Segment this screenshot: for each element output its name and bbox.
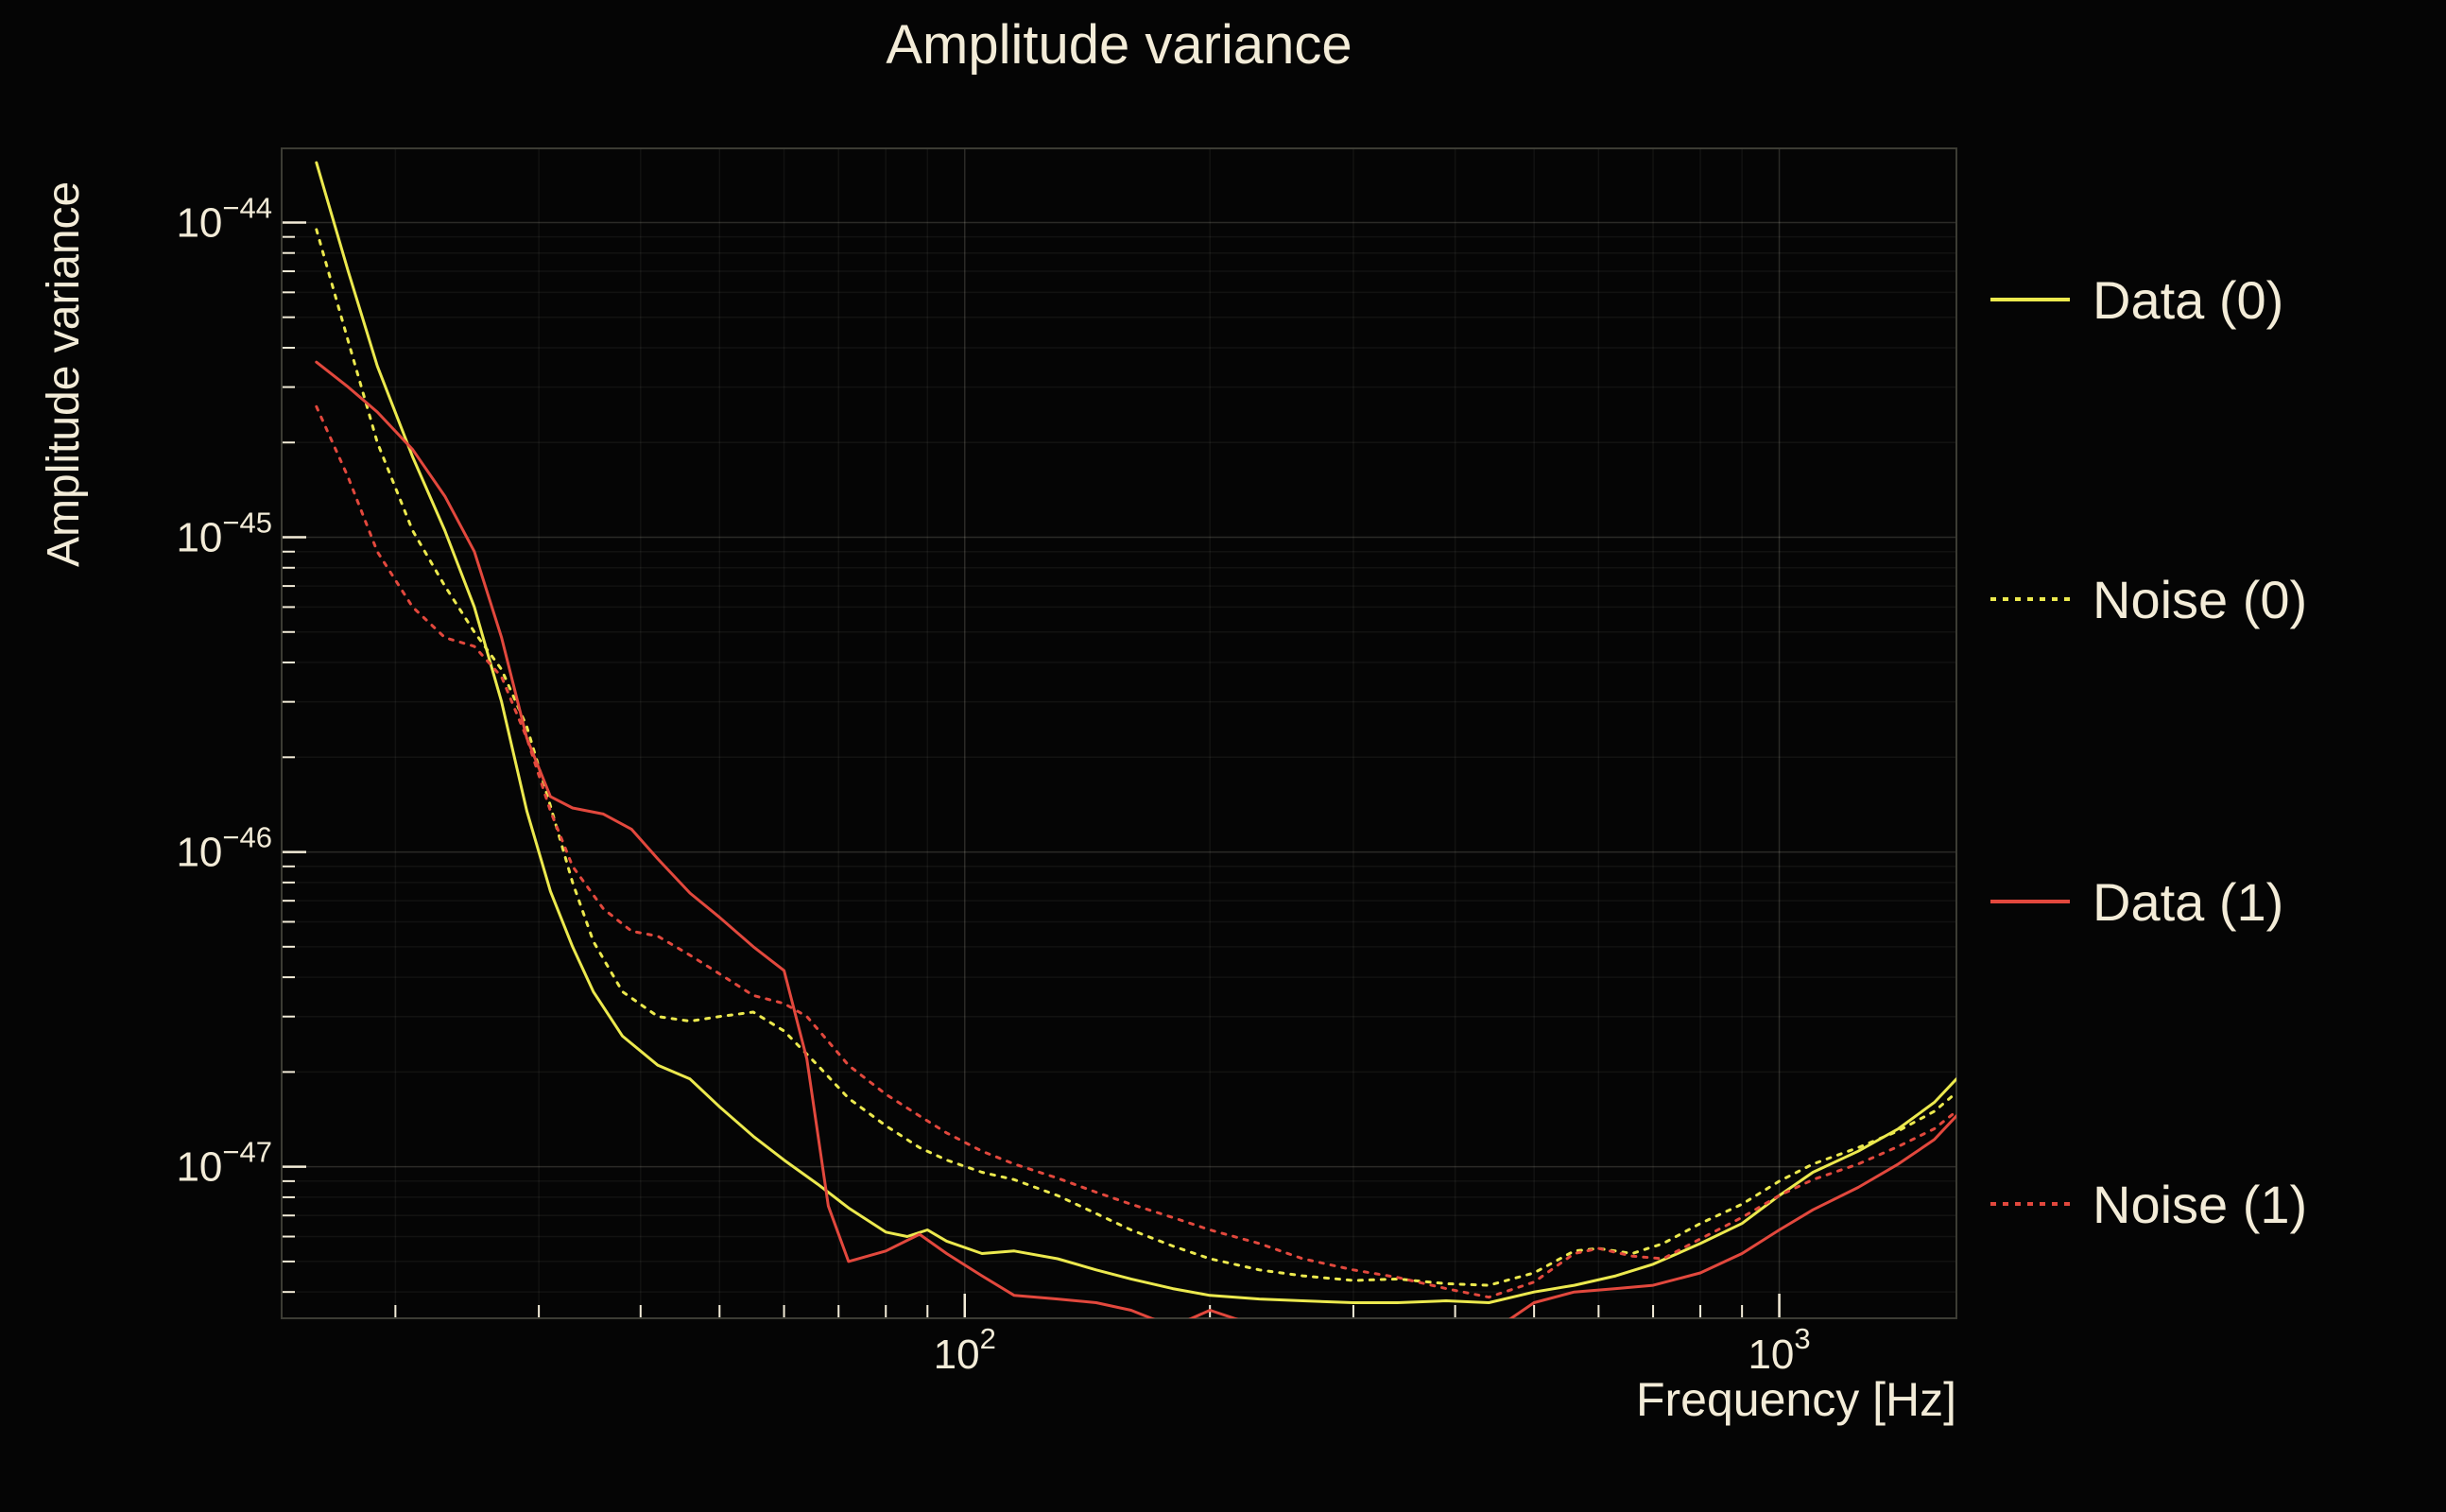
x-axis-title: Frequency [Hz] (1635, 1373, 1956, 1426)
legend-label: Noise (1) (2093, 1174, 2308, 1234)
legend-entry-data-1: Data (1) (1990, 871, 2283, 932)
svg-text:10−47: 10−47 (176, 1136, 272, 1191)
series-line-noise-0- (315, 228, 1956, 1287)
series-line-data-1- (315, 360, 1956, 1318)
chart-title: Amplitude variance (886, 14, 1352, 76)
legend-line-sample-solid-yellow (1990, 298, 2070, 301)
legend-line-sample-solid-red (1990, 900, 2070, 903)
svg-text:103: 103 (1748, 1322, 1810, 1378)
legend-entry-data-0: Data (0) (1990, 269, 2283, 330)
svg-text:10−45: 10−45 (176, 507, 272, 561)
legend-line-sample-dotted-red (1990, 1202, 2070, 1206)
legend-label: Noise (0) (2093, 569, 2308, 629)
legend-label: Data (0) (2093, 269, 2284, 330)
legend-entry-noise-1: Noise (1) (1990, 1174, 2307, 1234)
svg-text:102: 102 (934, 1322, 996, 1378)
series-line-data-0- (315, 161, 1956, 1304)
legend-label: Data (1) (2093, 871, 2284, 932)
legend-entry-noise-0: Noise (0) (1990, 569, 2307, 629)
svg-text:10−46: 10−46 (176, 821, 272, 876)
legend-line-sample-dotted-yellow (1990, 597, 2070, 601)
svg-text:10−44: 10−44 (176, 191, 272, 246)
